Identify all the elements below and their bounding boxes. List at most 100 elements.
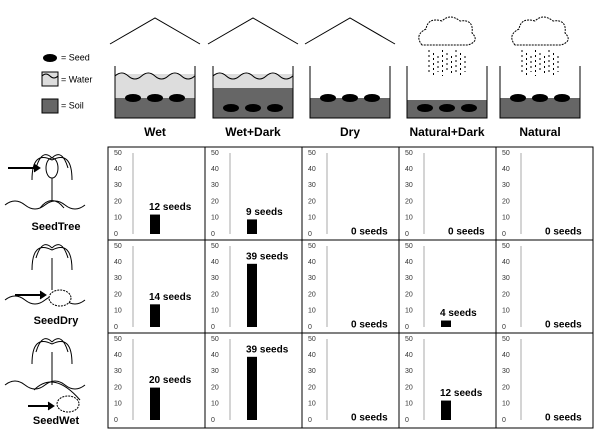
y-tick-label: 30: [114, 182, 122, 189]
y-tick-label: 20: [308, 291, 316, 298]
container: [212, 66, 294, 119]
y-tick-label: 40: [502, 352, 510, 359]
water-wave: [114, 72, 196, 80]
y-tick-label: 10: [308, 215, 316, 222]
y-tick-label: 50: [405, 336, 413, 343]
y-tick-label: 10: [114, 401, 122, 408]
seed: [223, 104, 239, 112]
y-tick-label: 20: [211, 291, 219, 298]
seed-tree-icon: [4, 154, 86, 210]
bar: [150, 304, 160, 327]
y-tick-label: 40: [405, 166, 413, 173]
y-tick-label: 0: [211, 417, 215, 424]
value-label: 39 seeds: [246, 344, 289, 355]
value-label: 0 seeds: [545, 227, 582, 238]
y-tick-label: 10: [405, 401, 413, 408]
bar: [247, 263, 257, 327]
y-tick-label: 10: [502, 215, 510, 222]
y-tick-label: 20: [114, 291, 122, 298]
y-tick-label: 0: [308, 324, 312, 331]
y-tick-label: 30: [308, 182, 316, 189]
soil: [213, 88, 293, 118]
bar: [247, 356, 257, 420]
y-tick-label: 10: [211, 401, 219, 408]
y-tick-label: 10: [308, 401, 316, 408]
seed: [245, 104, 261, 112]
y-tick-label: 0: [211, 324, 215, 331]
y-tick-label: 40: [308, 352, 316, 359]
seed: [532, 94, 548, 102]
roof: [304, 17, 396, 45]
y-tick-label: 50: [211, 336, 219, 343]
y-tick-label: 50: [405, 150, 413, 157]
legend-label: = Seed: [61, 52, 90, 62]
seed: [267, 104, 283, 112]
y-tick-label: 30: [502, 275, 510, 282]
y-tick-label: 0: [308, 417, 312, 424]
soil: [500, 98, 580, 118]
value-label: 0 seeds: [351, 413, 388, 424]
y-tick-label: 50: [114, 243, 122, 250]
condition-label: Natural+Dark: [409, 125, 484, 139]
seed: [510, 94, 526, 102]
value-label: 0 seeds: [351, 320, 388, 331]
y-tick-label: 40: [211, 352, 219, 359]
y-tick-label: 10: [114, 215, 122, 222]
water-icon: [41, 71, 59, 87]
y-tick-label: 20: [308, 198, 316, 205]
y-tick-label: 30: [211, 368, 219, 375]
y-tick-label: 0: [502, 417, 506, 424]
y-tick-label: 0: [114, 417, 118, 424]
seed: [554, 94, 570, 102]
y-tick-label: 20: [211, 198, 219, 205]
y-tick-label: 20: [405, 198, 413, 205]
bar: [247, 219, 257, 234]
y-tick-label: 50: [308, 336, 316, 343]
cloud: [511, 16, 569, 46]
value-label: 0 seeds: [351, 227, 388, 238]
y-tick-label: 40: [114, 352, 122, 359]
panel: [495, 332, 594, 429]
y-tick-label: 10: [211, 308, 219, 315]
value-label: 12 seeds: [440, 388, 483, 399]
y-tick-label: 30: [308, 275, 316, 282]
condition-label: Natural: [519, 125, 560, 139]
roof: [207, 17, 299, 45]
y-tick-label: 0: [502, 231, 506, 238]
value-label: 0 seeds: [545, 320, 582, 331]
y-tick-label: 10: [502, 308, 510, 315]
condition-label: Wet+Dark: [225, 125, 281, 139]
y-tick-label: 50: [211, 243, 219, 250]
y-tick-label: 40: [405, 259, 413, 266]
y-tick-label: 0: [405, 231, 409, 238]
value-label: 0 seeds: [545, 413, 582, 424]
y-tick-label: 50: [502, 150, 510, 157]
y-tick-label: 40: [308, 259, 316, 266]
y-tick-label: 10: [114, 308, 122, 315]
seed-type-label: SeedWet: [33, 415, 80, 427]
value-label: 0 seeds: [448, 227, 485, 238]
y-tick-label: 50: [211, 150, 219, 157]
seed: [320, 94, 336, 102]
soil-icon: [41, 98, 59, 114]
y-tick-label: 30: [211, 275, 219, 282]
cloud: [418, 16, 476, 46]
y-tick-label: 40: [502, 166, 510, 173]
y-tick-label: 0: [308, 231, 312, 238]
y-tick-label: 20: [405, 291, 413, 298]
y-tick-label: 20: [308, 384, 316, 391]
seed: [169, 94, 185, 102]
seed: [364, 94, 380, 102]
container: [406, 66, 488, 119]
y-tick-label: 50: [502, 336, 510, 343]
roof: [109, 17, 201, 45]
y-tick-label: 40: [114, 166, 122, 173]
condition-label: Wet: [144, 125, 166, 139]
y-tick-label: 40: [114, 259, 122, 266]
y-tick-label: 20: [405, 384, 413, 391]
y-tick-label: 30: [502, 182, 510, 189]
water-wave: [41, 73, 59, 79]
y-tick-label: 30: [502, 368, 510, 375]
water-wave: [212, 72, 294, 80]
y-tick-label: 0: [114, 324, 118, 331]
